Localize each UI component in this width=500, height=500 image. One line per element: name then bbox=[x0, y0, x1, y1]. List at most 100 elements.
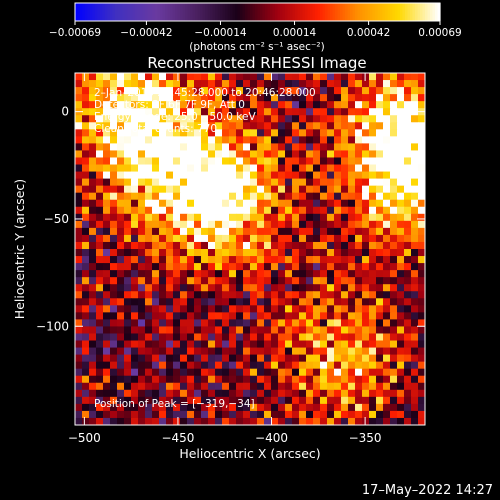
heatmap-cell bbox=[110, 199, 118, 208]
heatmap-cell bbox=[96, 87, 104, 95]
heatmap-cell bbox=[348, 417, 356, 426]
heatmap-cell bbox=[75, 396, 83, 405]
heatmap-cell bbox=[96, 410, 104, 419]
heatmap-cell bbox=[243, 382, 251, 391]
heatmap-cell bbox=[383, 73, 391, 81]
heatmap-cell bbox=[187, 192, 195, 201]
heatmap-cell bbox=[215, 73, 223, 81]
heatmap-cell bbox=[208, 206, 216, 215]
heatmap-cell bbox=[75, 277, 83, 285]
heatmap-cell bbox=[362, 347, 370, 356]
heatmap-cell bbox=[194, 73, 202, 81]
heatmap-cell bbox=[187, 213, 195, 222]
heatmap-cell bbox=[96, 340, 104, 349]
x-tick-label: −400 bbox=[255, 431, 288, 445]
heatmap-cell bbox=[257, 333, 265, 342]
heatmap-cell bbox=[82, 291, 90, 299]
colorbar-segment bbox=[337, 3, 341, 21]
heatmap-cell bbox=[131, 312, 139, 320]
heatmap-cell bbox=[222, 333, 230, 342]
heatmap-cell bbox=[397, 199, 405, 208]
heatmap-cell bbox=[264, 136, 272, 144]
colorbar-segment bbox=[317, 3, 321, 21]
heatmap-cell bbox=[215, 396, 223, 405]
colorbar-segment bbox=[240, 3, 244, 21]
heatmap-cell bbox=[390, 347, 398, 356]
heatmap-cell bbox=[250, 122, 258, 130]
heatmap-cell bbox=[306, 199, 314, 208]
heatmap-cell bbox=[348, 319, 356, 327]
heatmap-cell bbox=[362, 80, 370, 88]
heatmap-cell bbox=[271, 270, 279, 278]
heatmap-cell bbox=[89, 199, 97, 208]
heatmap-cell bbox=[362, 192, 370, 201]
heatmap-cell bbox=[180, 108, 188, 116]
heatmap-cell bbox=[124, 87, 132, 95]
heatmap-cell bbox=[397, 256, 405, 264]
heatmap-cell bbox=[75, 298, 83, 306]
heatmap-cell bbox=[145, 368, 153, 377]
heatmap-cell bbox=[390, 206, 398, 215]
heatmap-cell bbox=[229, 368, 237, 377]
heatmap-cell bbox=[376, 206, 384, 215]
heatmap-cell bbox=[306, 227, 314, 236]
heatmap-cell bbox=[418, 101, 426, 109]
heatmap-cell bbox=[96, 375, 104, 384]
heatmap-cell bbox=[306, 375, 314, 384]
heatmap-cell bbox=[355, 178, 363, 187]
heatmap-cell bbox=[145, 382, 153, 391]
heatmap-cell bbox=[180, 249, 188, 257]
heatmap-cell bbox=[138, 305, 146, 313]
heatmap-cell bbox=[89, 256, 97, 264]
heatmap-cell bbox=[271, 129, 279, 137]
heatmap-cell bbox=[334, 361, 342, 370]
heatmap-cell bbox=[292, 220, 300, 229]
y-axis-label: Heliocentric Y (arcsec) bbox=[12, 179, 27, 319]
heatmap-cell bbox=[299, 333, 307, 342]
heatmap-cell bbox=[89, 249, 97, 257]
heatmap-cell bbox=[110, 263, 118, 271]
heatmap-cell bbox=[180, 340, 188, 349]
heatmap-cell bbox=[397, 333, 405, 342]
heatmap-cell bbox=[131, 375, 139, 384]
heatmap-cell bbox=[264, 417, 272, 426]
colorbar-segment bbox=[262, 3, 266, 21]
heatmap-cell bbox=[369, 382, 377, 391]
heatmap-cell bbox=[145, 312, 153, 320]
heatmap-cell bbox=[208, 94, 216, 102]
heatmap-cell bbox=[124, 227, 132, 236]
heatmap-cell bbox=[103, 234, 111, 243]
heatmap-cell bbox=[404, 354, 412, 363]
heatmap-cell bbox=[201, 347, 209, 356]
heatmap-cell bbox=[369, 291, 377, 299]
heatmap-cell bbox=[348, 178, 356, 187]
heatmap-cell bbox=[75, 115, 83, 123]
heatmap-cell bbox=[362, 157, 370, 166]
heatmap-cell bbox=[313, 178, 321, 187]
heatmap-cell bbox=[257, 115, 265, 123]
heatmap-cell bbox=[369, 143, 377, 151]
heatmap-cell bbox=[222, 80, 230, 88]
heatmap-cell bbox=[243, 270, 251, 278]
heatmap-cell bbox=[383, 234, 391, 243]
heatmap-cell bbox=[180, 185, 188, 194]
heatmap-cell bbox=[383, 263, 391, 271]
colorbar-segment bbox=[182, 3, 186, 21]
heatmap-cell bbox=[411, 305, 419, 313]
heatmap-cell bbox=[264, 382, 272, 391]
heatmap-cell bbox=[257, 241, 265, 250]
heatmap-cell bbox=[243, 361, 251, 370]
heatmap-cell bbox=[355, 305, 363, 313]
colorbar-segment bbox=[210, 3, 214, 21]
heatmap-cell bbox=[348, 87, 356, 95]
heatmap-cell bbox=[348, 312, 356, 320]
heatmap-cell bbox=[278, 206, 286, 215]
heatmap-cell bbox=[194, 396, 202, 405]
heatmap-cell bbox=[208, 178, 216, 187]
heatmap-cell bbox=[208, 305, 216, 313]
heatmap-cell bbox=[418, 227, 426, 236]
heatmap-cell bbox=[369, 227, 377, 236]
heatmap-cell bbox=[75, 241, 83, 250]
heatmap-cell bbox=[278, 347, 286, 356]
heatmap-cell bbox=[96, 368, 104, 377]
